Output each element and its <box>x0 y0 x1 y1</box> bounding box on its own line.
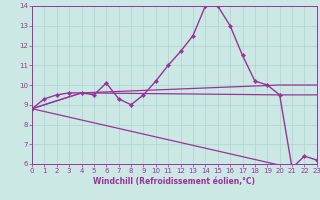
X-axis label: Windchill (Refroidissement éolien,°C): Windchill (Refroidissement éolien,°C) <box>93 177 255 186</box>
